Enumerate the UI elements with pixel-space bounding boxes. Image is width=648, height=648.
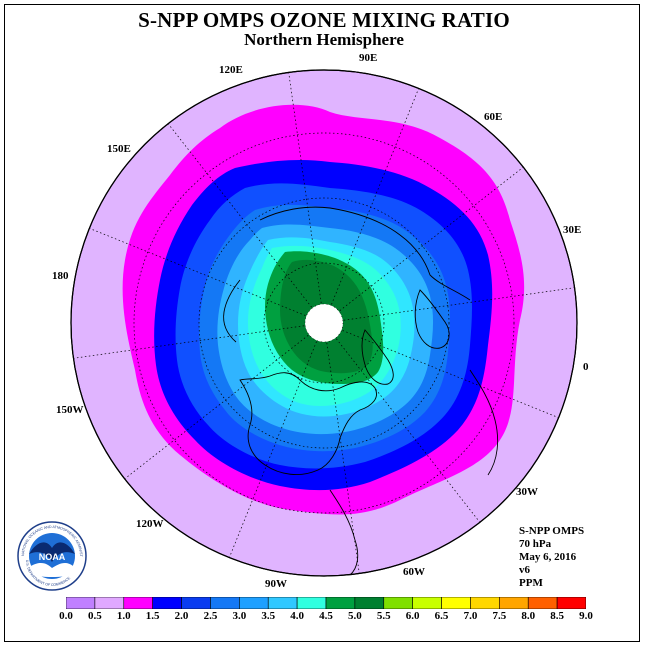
- lon-label-120e: 120E: [219, 64, 243, 76]
- colorbar-swatch: [210, 597, 240, 609]
- lon-label-30e: 30E: [563, 224, 581, 236]
- colorbar-tick-label: 0.0: [59, 610, 73, 622]
- colorbar-swatch: [152, 597, 182, 609]
- colorbar-swatch: [123, 597, 153, 609]
- colorbar-swatch: [527, 597, 558, 609]
- colorbar-swatch: [383, 597, 413, 609]
- colorbar-tick-label: 0.5: [88, 610, 102, 622]
- lon-label-30w: 30W: [516, 486, 538, 498]
- info-level: 70 hPa: [519, 538, 552, 550]
- info-date: May 6, 2016: [519, 551, 577, 563]
- colorbar-swatch: [499, 597, 529, 609]
- colorbar-tick-label: 5.0: [348, 610, 362, 622]
- pole-hole-dots: [304, 303, 344, 343]
- colorbar-swatch: [296, 597, 327, 609]
- colorbar-tick-label: 8.5: [550, 610, 564, 622]
- page-title: S-NPP OMPS OZONE MIXING RATIO: [138, 8, 510, 32]
- colorbar-tick-label: 6.0: [405, 610, 420, 622]
- plot-frame: [4, 4, 640, 642]
- colorbar-tick-label: 9.0: [579, 610, 593, 622]
- graticule-parallels: [133, 132, 515, 514]
- colorbar-swatch: [412, 597, 442, 609]
- colorbar-tick-label: 3.0: [232, 610, 247, 622]
- coastline-asia: [259, 206, 471, 301]
- coastline-alaska: [223, 279, 241, 343]
- coastline-greenland: [361, 329, 394, 385]
- colorbar-tick-label: 2.5: [203, 610, 218, 622]
- lon-label-0: 0: [583, 361, 589, 373]
- colorbar-swatch: [239, 597, 269, 609]
- colorbar-tick-label: 4.0: [290, 610, 304, 622]
- colorbar-tick-label: 8.0: [521, 610, 536, 622]
- parallel-75n: [263, 262, 385, 384]
- lon-label-60w: 60W: [403, 566, 425, 578]
- coastline-europe: [414, 289, 450, 349]
- page-subtitle: Northern Hemisphere: [244, 30, 404, 49]
- lon-label-150e: 150E: [107, 143, 131, 155]
- coastline-south-america: [329, 489, 359, 576]
- colorbar-swatch: [267, 597, 298, 609]
- lon-label-120w: 120W: [136, 518, 164, 530]
- coastline-north-america: [239, 372, 377, 476]
- colorbar-tick-label: 5.5: [376, 610, 391, 622]
- colorbar-tick-label: 2.0: [174, 610, 189, 622]
- lon-label-150w: 150W: [56, 404, 84, 416]
- lon-label-90w: 90W: [265, 578, 287, 590]
- colorbar-swatch: [470, 597, 500, 609]
- colorbar-tick-label: 7.0: [463, 610, 478, 622]
- colorbar-tick-label: 4.5: [319, 610, 333, 622]
- colorbar-tick-label: 3.5: [261, 610, 276, 622]
- colorbar-tick-label: 1.5: [145, 610, 160, 622]
- noaa-logo-icon: NOAA NATIONAL OCEANIC AND ATMOSPHERIC AD…: [16, 520, 87, 591]
- colorbar-swatch: [181, 597, 211, 609]
- colorbar-tick-label: 7.5: [492, 610, 507, 622]
- info-units: PPM: [519, 577, 543, 589]
- colorbar-swatch: [325, 597, 356, 609]
- pole-hole: [305, 304, 343, 342]
- colorbar-tick-label: 6.5: [434, 610, 449, 622]
- logo-gull: [29, 542, 75, 562]
- colorbar-swatch: [66, 597, 96, 609]
- lon-label-60e: 60E: [484, 111, 502, 123]
- colorbar-swatch: [441, 597, 471, 609]
- colorbar-tick-label: 1.0: [116, 610, 131, 622]
- info-version: v6: [519, 564, 530, 576]
- colorbar-swatch: [556, 597, 586, 609]
- colorbar-swatch: [354, 597, 385, 609]
- lon-label-90e: 90E: [359, 52, 377, 64]
- colorbar-swatch: [94, 597, 125, 609]
- info-instrument: S-NPP OMPS: [519, 525, 585, 537]
- logo-text: NOAA: [39, 552, 66, 562]
- lon-label-180: 180: [52, 270, 69, 282]
- logo-wave: [31, 562, 73, 577]
- coastline-africa: [469, 369, 499, 476]
- coastlines: [223, 206, 499, 576]
- info-block: S-NPP OMPS 70 hPa May 6, 2016 v6 PPM: [519, 525, 584, 590]
- map-outline: [70, 69, 578, 577]
- parallel-60n: [198, 197, 450, 449]
- parallel-45n: [133, 132, 515, 514]
- colorbar: [66, 597, 586, 609]
